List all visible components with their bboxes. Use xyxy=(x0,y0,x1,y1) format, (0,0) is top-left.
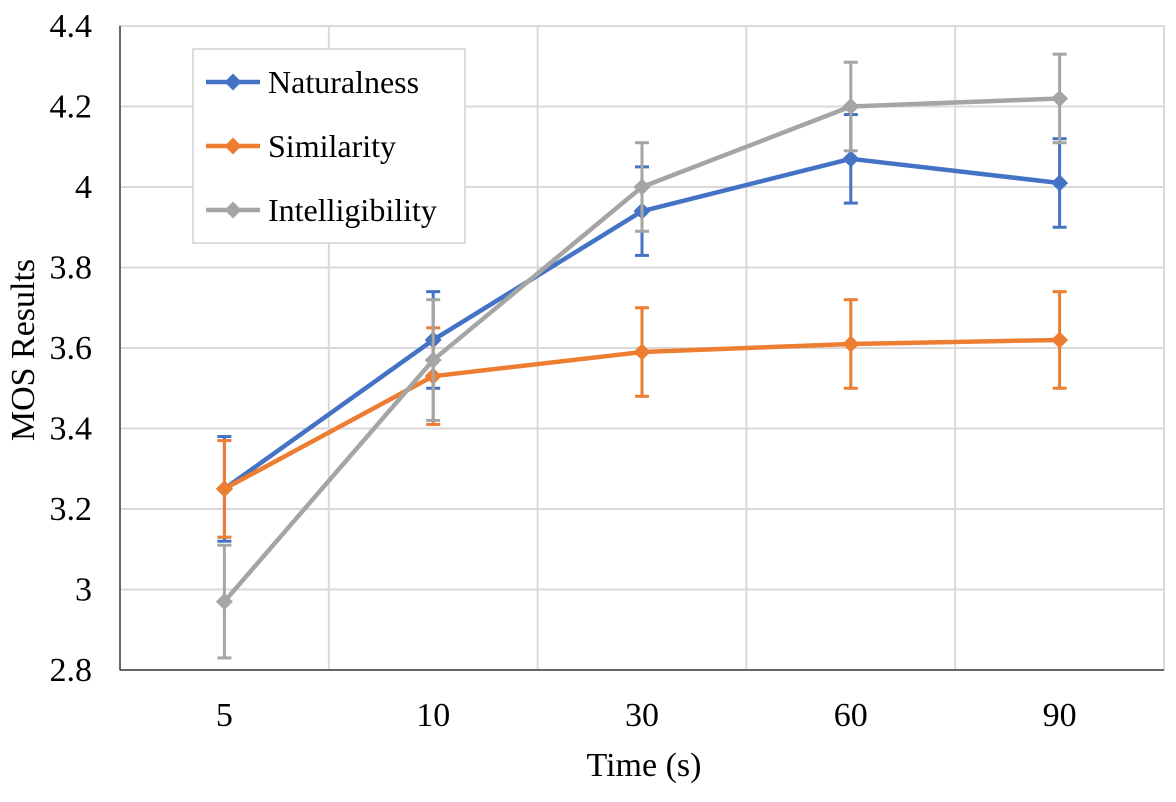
data-point xyxy=(842,150,860,168)
data-point xyxy=(1051,331,1069,349)
data-point xyxy=(633,343,651,361)
x-axis-title: Time (s) xyxy=(587,747,702,784)
y-tick-label: 3.6 xyxy=(50,330,93,367)
y-tick-label: 3 xyxy=(75,572,92,609)
x-tick-label: 60 xyxy=(834,697,868,734)
data-point xyxy=(842,335,860,353)
y-tick-label: 3.4 xyxy=(50,411,93,448)
y-tick-labels: 2.8 3 3.2 3.4 3.6 3.8 4 4.2 4.4 xyxy=(50,8,93,689)
data-point xyxy=(842,98,860,115)
legend-label: Naturalness xyxy=(268,64,419,100)
data-point xyxy=(424,351,442,369)
legend-label: Intelligibility xyxy=(268,192,437,228)
y-tick-label: 2.8 xyxy=(50,652,93,689)
y-tick-label: 4.4 xyxy=(50,8,93,45)
legend-marker xyxy=(224,73,242,91)
y-tick-label: 4.2 xyxy=(50,89,93,126)
data-point xyxy=(1051,89,1069,107)
legend-marker xyxy=(224,137,242,155)
x-tick-label: 30 xyxy=(625,697,659,734)
data-point xyxy=(215,593,233,611)
legend-label: Similarity xyxy=(268,128,396,164)
x-tick-label: 5 xyxy=(216,697,233,734)
plot-frame xyxy=(119,25,1165,671)
y-axis-title: MOS Results xyxy=(5,259,42,441)
series-layer xyxy=(215,52,1069,660)
x-tick-label: 90 xyxy=(1043,697,1077,734)
legend-marker xyxy=(224,201,242,219)
series-intelligibility xyxy=(215,52,1069,660)
data-point xyxy=(215,480,233,498)
data-point xyxy=(1051,174,1069,192)
series-similarity xyxy=(215,290,1069,539)
y-tick-label: 3.8 xyxy=(50,250,93,287)
y-tick-label: 3.2 xyxy=(50,491,93,528)
x-tick-label: 10 xyxy=(416,697,450,734)
y-tick-label: 4 xyxy=(75,169,92,206)
legend-items: Naturalness Similarity Intelligibility xyxy=(206,64,437,228)
x-tick-labels: 5 10 30 60 90 xyxy=(216,697,1077,734)
legend: Naturalness Similarity Intelligibility xyxy=(192,48,466,244)
data-point xyxy=(633,178,651,196)
